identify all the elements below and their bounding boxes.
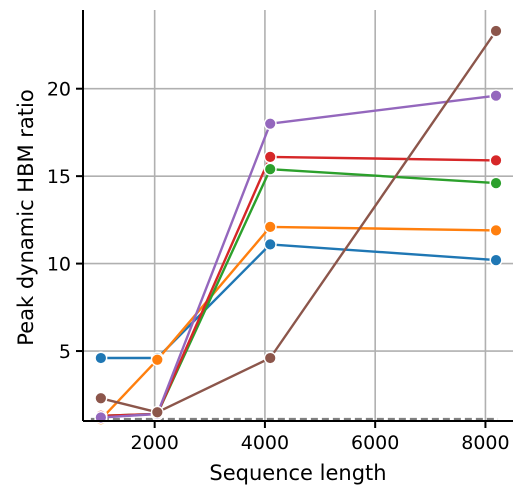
series-2-point-3 xyxy=(489,176,503,190)
series-1-point-1 xyxy=(150,353,164,367)
series-1-point-2 xyxy=(263,220,277,234)
y-tick-label-3: 20 xyxy=(47,79,71,101)
series-line-0 xyxy=(100,243,497,360)
series-line-4 xyxy=(100,94,497,419)
axes xyxy=(82,10,513,422)
x-axis-label: Sequence length xyxy=(209,461,386,485)
x-tick-label-1: 4000 xyxy=(241,432,289,454)
series-line-3 xyxy=(100,155,497,417)
series-line-2 xyxy=(100,167,497,417)
series-group xyxy=(94,24,503,426)
series-1-point-3 xyxy=(489,223,503,237)
x-tick-label-2: 6000 xyxy=(351,432,399,454)
y-tick-label-0: 5 xyxy=(59,341,71,363)
series-5-point-1 xyxy=(150,405,164,419)
series-4-point-3 xyxy=(489,89,503,103)
series-3-point-2 xyxy=(263,150,277,164)
series-0-point-3 xyxy=(489,253,503,267)
x-tick-label-0: 2000 xyxy=(130,432,178,454)
series-0-point-0 xyxy=(94,351,108,365)
series-5-point-2 xyxy=(263,351,277,365)
series-2-point-2 xyxy=(263,162,277,176)
y-tick-label-1: 10 xyxy=(47,254,71,276)
y-tick-label-2: 15 xyxy=(47,166,71,188)
series-0-point-2 xyxy=(263,237,277,251)
ticks: 2000 4000 6000 8000 5 10 15 20 xyxy=(47,79,510,454)
y-axis-label: Peak dynamic HBM ratio xyxy=(14,89,38,345)
x-tick-label-3: 8000 xyxy=(461,432,509,454)
series-line-5 xyxy=(100,30,497,414)
grid xyxy=(83,10,513,421)
series-5-point-0 xyxy=(94,391,108,405)
series-3-point-3 xyxy=(489,153,503,167)
series-4-point-2 xyxy=(263,117,277,131)
series-5-point-3 xyxy=(489,24,503,38)
